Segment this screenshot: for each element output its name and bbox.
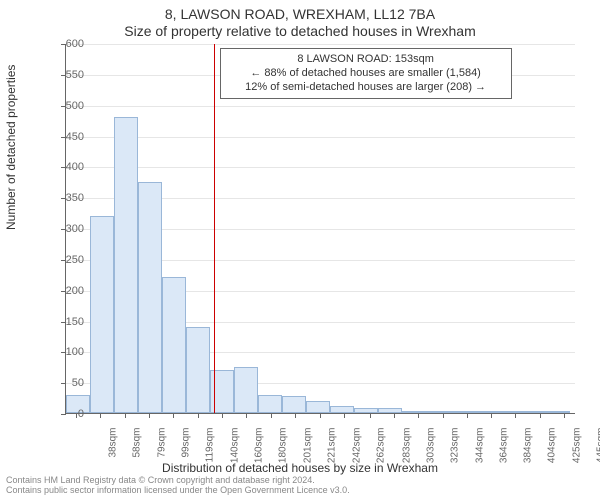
y-tick-label: 350 bbox=[44, 192, 84, 204]
histogram-bar bbox=[498, 411, 522, 413]
histogram-bar bbox=[162, 277, 186, 413]
histogram-bar bbox=[426, 411, 450, 413]
x-tick-label: 221sqm bbox=[327, 428, 338, 468]
x-tick bbox=[344, 413, 345, 418]
histogram-bar bbox=[450, 411, 474, 413]
y-tick-label: 500 bbox=[44, 100, 84, 112]
x-tick-label: 38sqm bbox=[107, 428, 118, 468]
y-tick-label: 550 bbox=[44, 69, 84, 81]
x-tick bbox=[564, 413, 565, 418]
chart-root: 8, LAWSON ROAD, WREXHAM, LL12 7BA Size o… bbox=[0, 0, 600, 500]
x-tick-label: 283sqm bbox=[401, 428, 412, 468]
x-tick bbox=[295, 413, 296, 418]
x-tick-label: 160sqm bbox=[254, 428, 265, 468]
x-tick bbox=[320, 413, 321, 418]
gridline bbox=[66, 106, 575, 107]
gridline bbox=[66, 44, 575, 45]
histogram-bar bbox=[138, 182, 162, 413]
callout-box: 8 LAWSON ROAD: 153sqm← 88% of detached h… bbox=[220, 48, 512, 99]
page-subtitle: Size of property relative to detached ho… bbox=[0, 23, 600, 44]
x-tick-label: 404sqm bbox=[546, 428, 557, 468]
x-tick-label: 99sqm bbox=[180, 428, 191, 468]
x-tick bbox=[370, 413, 371, 418]
x-tick-label: 119sqm bbox=[204, 428, 215, 468]
y-tick-label: 200 bbox=[44, 285, 84, 297]
footer-line: Contains public sector information licen… bbox=[6, 486, 350, 496]
x-tick-label: 323sqm bbox=[449, 428, 460, 468]
histogram-bar bbox=[354, 408, 378, 413]
x-tick bbox=[173, 413, 174, 418]
x-tick-label: 303sqm bbox=[425, 428, 436, 468]
histogram-bar bbox=[114, 117, 138, 413]
callout-line: ← 88% of detached houses are smaller (1,… bbox=[227, 67, 505, 81]
histogram-bar bbox=[258, 395, 282, 414]
footer-attribution: Contains HM Land Registry data © Crown c… bbox=[6, 476, 350, 496]
x-axis-title: Distribution of detached houses by size … bbox=[0, 461, 600, 475]
x-tick bbox=[443, 413, 444, 418]
x-tick-label: 344sqm bbox=[474, 428, 485, 468]
x-tick-label: 242sqm bbox=[352, 428, 363, 468]
histogram-bar bbox=[546, 411, 570, 413]
x-tick-label: 364sqm bbox=[498, 428, 509, 468]
x-tick-label: 201sqm bbox=[303, 428, 314, 468]
x-tick bbox=[491, 413, 492, 418]
x-tick bbox=[467, 413, 468, 418]
x-tick-label: 58sqm bbox=[131, 428, 142, 468]
y-tick-label: 600 bbox=[44, 38, 84, 50]
x-tick bbox=[246, 413, 247, 418]
x-tick bbox=[222, 413, 223, 418]
y-axis-title: Number of detached properties bbox=[4, 65, 18, 230]
plot-region: 8 LAWSON ROAD: 153sqm← 88% of detached h… bbox=[65, 44, 575, 414]
x-tick-label: 445sqm bbox=[596, 428, 600, 468]
callout-line: 12% of semi-detached houses are larger (… bbox=[227, 81, 505, 95]
y-tick-label: 0 bbox=[44, 408, 84, 420]
y-tick-label: 300 bbox=[44, 223, 84, 235]
y-tick-label: 450 bbox=[44, 131, 84, 143]
x-tick bbox=[418, 413, 419, 418]
gridline bbox=[66, 167, 575, 168]
marker-line bbox=[214, 44, 215, 413]
x-tick-label: 425sqm bbox=[572, 428, 583, 468]
x-tick bbox=[540, 413, 541, 418]
y-tick-label: 100 bbox=[44, 346, 84, 358]
x-tick-label: 262sqm bbox=[376, 428, 387, 468]
histogram-bar bbox=[186, 327, 210, 413]
callout-line: 8 LAWSON ROAD: 153sqm bbox=[227, 53, 505, 67]
x-tick bbox=[125, 413, 126, 418]
histogram-bar bbox=[90, 216, 114, 413]
y-tick-label: 50 bbox=[44, 377, 84, 389]
x-tick bbox=[149, 413, 150, 418]
histogram-bar bbox=[306, 401, 330, 413]
histogram-bar bbox=[522, 411, 546, 413]
gridline bbox=[66, 137, 575, 138]
x-tick bbox=[271, 413, 272, 418]
x-tick-label: 384sqm bbox=[522, 428, 533, 468]
x-tick bbox=[515, 413, 516, 418]
y-tick-label: 400 bbox=[44, 161, 84, 173]
histogram-bar bbox=[402, 411, 426, 413]
x-tick-label: 180sqm bbox=[278, 428, 289, 468]
histogram-bar bbox=[474, 411, 498, 413]
x-tick bbox=[100, 413, 101, 418]
x-tick bbox=[394, 413, 395, 418]
histogram-bar bbox=[330, 406, 354, 413]
histogram-bar bbox=[282, 396, 306, 413]
histogram-bar bbox=[234, 367, 258, 413]
page-title: 8, LAWSON ROAD, WREXHAM, LL12 7BA bbox=[0, 0, 600, 23]
y-tick-label: 150 bbox=[44, 316, 84, 328]
x-tick bbox=[198, 413, 199, 418]
y-tick-label: 250 bbox=[44, 254, 84, 266]
histogram-bar bbox=[378, 408, 402, 413]
x-tick-label: 140sqm bbox=[230, 428, 241, 468]
chart-area: 8 LAWSON ROAD: 153sqm← 88% of detached h… bbox=[65, 44, 575, 414]
x-tick-label: 79sqm bbox=[156, 428, 167, 468]
